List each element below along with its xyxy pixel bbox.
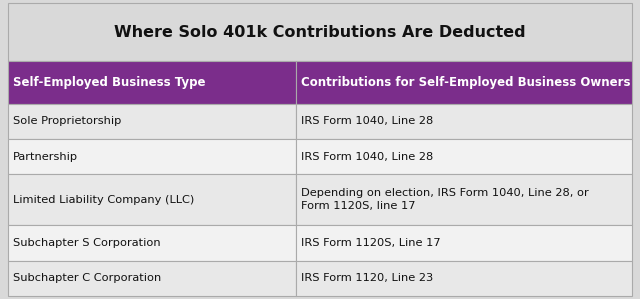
Text: IRS Form 1040, Line 28: IRS Form 1040, Line 28 <box>301 116 434 126</box>
Text: Contributions for Self-Employed Business Owners: Contributions for Self-Employed Business… <box>301 76 631 89</box>
Bar <box>296 225 632 261</box>
Bar <box>296 61 632 104</box>
Bar <box>8 261 296 296</box>
Text: Depending on election, IRS Form 1040, Line 28, or
Form 1120S, line 17: Depending on election, IRS Form 1040, Li… <box>301 188 589 211</box>
Text: IRS Form 1040, Line 28: IRS Form 1040, Line 28 <box>301 152 434 161</box>
Text: IRS Form 1120, Line 23: IRS Form 1120, Line 23 <box>301 273 434 283</box>
Text: Where Solo 401k Contributions Are Deducted: Where Solo 401k Contributions Are Deduct… <box>114 25 526 39</box>
Text: Self-Employed Business Type: Self-Employed Business Type <box>13 76 205 89</box>
Bar <box>8 139 296 174</box>
Bar <box>296 104 632 139</box>
Text: Partnership: Partnership <box>13 152 78 161</box>
Bar <box>8 61 296 104</box>
Bar <box>296 139 632 174</box>
Bar <box>8 225 296 261</box>
Text: IRS Form 1120S, Line 17: IRS Form 1120S, Line 17 <box>301 238 441 248</box>
Text: Limited Liability Company (LLC): Limited Liability Company (LLC) <box>13 195 194 205</box>
Bar <box>8 104 296 139</box>
Bar <box>296 261 632 296</box>
Bar <box>8 174 296 225</box>
Text: Subchapter S Corporation: Subchapter S Corporation <box>13 238 161 248</box>
Bar <box>8 3 632 61</box>
Text: Sole Proprietorship: Sole Proprietorship <box>13 116 121 126</box>
Text: Subchapter C Corporation: Subchapter C Corporation <box>13 273 161 283</box>
Bar <box>296 174 632 225</box>
